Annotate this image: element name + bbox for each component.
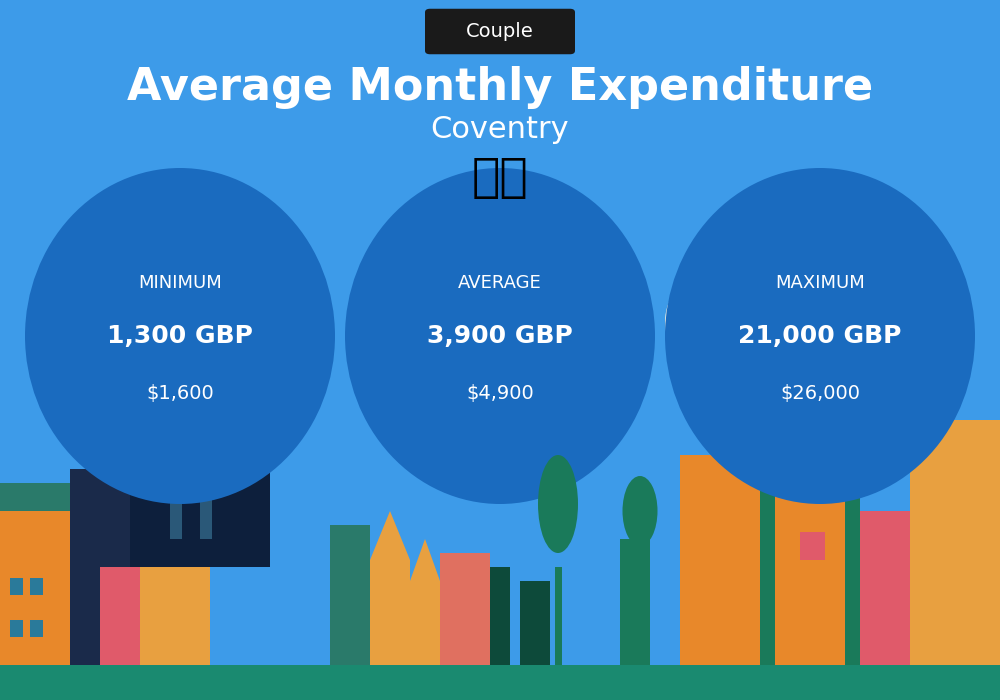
Ellipse shape: [622, 476, 658, 546]
Text: 🇬🇧: 🇬🇧: [472, 156, 528, 201]
Bar: [760, 399, 860, 665]
Text: $1,600: $1,600: [146, 384, 214, 403]
Bar: [140, 539, 210, 665]
Ellipse shape: [25, 168, 335, 504]
Text: 21,000 GBP: 21,000 GBP: [738, 324, 902, 348]
Bar: [845, 399, 860, 665]
Bar: [910, 420, 1000, 665]
Bar: [200, 469, 212, 539]
Ellipse shape: [160, 322, 240, 406]
Text: 1,300 GBP: 1,300 GBP: [107, 324, 253, 348]
Polygon shape: [410, 539, 440, 581]
Bar: [130, 427, 270, 567]
Bar: [30, 620, 43, 637]
Bar: [440, 553, 490, 665]
Bar: [860, 511, 910, 665]
Text: AVERAGE: AVERAGE: [458, 274, 542, 293]
FancyBboxPatch shape: [425, 8, 575, 55]
Bar: [520, 581, 550, 665]
Text: 3,900 GBP: 3,900 GBP: [427, 324, 573, 348]
Ellipse shape: [538, 455, 578, 553]
Ellipse shape: [665, 168, 975, 504]
Bar: [70, 469, 130, 665]
Bar: [490, 567, 510, 665]
Bar: [10, 578, 23, 595]
Ellipse shape: [345, 168, 655, 504]
Bar: [760, 399, 775, 665]
Bar: [330, 525, 370, 665]
Bar: [100, 567, 150, 665]
Text: MINIMUM: MINIMUM: [138, 274, 222, 293]
Bar: [370, 560, 410, 665]
Polygon shape: [370, 511, 410, 560]
Bar: [0, 665, 1000, 700]
Ellipse shape: [425, 304, 515, 395]
Bar: [30, 578, 43, 595]
Bar: [637, 595, 643, 665]
Ellipse shape: [665, 273, 755, 371]
Bar: [680, 455, 760, 665]
Bar: [620, 539, 650, 665]
Polygon shape: [695, 350, 725, 434]
Bar: [0, 483, 70, 511]
Polygon shape: [155, 350, 180, 434]
Bar: [10, 620, 23, 637]
Bar: [555, 567, 562, 665]
Bar: [800, 532, 825, 560]
Ellipse shape: [680, 231, 840, 385]
Bar: [410, 581, 440, 665]
Text: $26,000: $26,000: [780, 384, 860, 403]
Text: Couple: Couple: [466, 22, 534, 41]
Bar: [170, 455, 182, 539]
Bar: [0, 511, 70, 665]
Text: Average Monthly Expenditure: Average Monthly Expenditure: [127, 66, 873, 109]
Text: MAXIMUM: MAXIMUM: [775, 274, 865, 293]
Text: Coventry: Coventry: [431, 115, 569, 144]
Ellipse shape: [175, 287, 305, 413]
Ellipse shape: [450, 266, 590, 406]
Text: $4,900: $4,900: [466, 384, 534, 403]
